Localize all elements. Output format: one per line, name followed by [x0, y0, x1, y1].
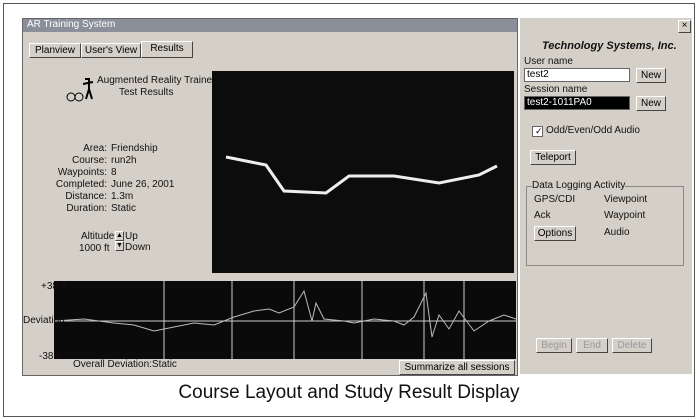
field-label: Completed:: [56, 179, 107, 190]
field-label: Waypoints:: [58, 167, 107, 178]
session-label: Session name: [524, 84, 587, 95]
field-value: 8: [111, 167, 117, 178]
options-button[interactable]: Options: [534, 226, 576, 241]
field-value: June 26, 2001: [111, 179, 174, 190]
user-label: User name: [524, 56, 573, 67]
heading: Test Results: [119, 87, 173, 98]
company: Technology Systems, Inc.: [542, 40, 677, 52]
field-value: Static: [111, 203, 136, 214]
log-item: GPS/CDI: [534, 194, 575, 205]
field-label: Duration:: [66, 203, 107, 214]
log-item: Ack: [534, 210, 551, 221]
heading: Augmented Reality Trainer: [97, 75, 215, 86]
down-label: Down: [125, 242, 151, 253]
up-label: Up: [125, 231, 138, 242]
checkbox[interactable]: ✓: [532, 126, 543, 137]
course-map: [212, 71, 514, 273]
log-item: Audio: [604, 227, 630, 238]
window-title: AR Training System: [27, 19, 115, 30]
field-label: Course:: [72, 155, 107, 166]
deviation-plot: [54, 281, 516, 359]
tab[interactable]: Results: [141, 41, 193, 58]
caption: Course Layout and Study Result Display: [4, 382, 694, 404]
end-button[interactable]: End: [576, 338, 608, 353]
summarize-button[interactable]: Summarize all sessions: [399, 360, 515, 375]
tab[interactable]: User's View: [81, 43, 141, 58]
icon: [65, 75, 95, 105]
dev-top: +38 ft: [41, 281, 66, 292]
dev-bottom: -38 ft: [39, 351, 62, 362]
user-select[interactable]: test2: [524, 68, 630, 82]
spin-down[interactable]: ▼: [115, 241, 124, 251]
altitude-value: 1000 ft: [79, 243, 110, 254]
page: AR Training System Planview User's View …: [0, 0, 698, 418]
delete-button[interactable]: Delete: [612, 338, 652, 353]
title-bar: AR Training System: [23, 19, 517, 32]
main-window: AR Training System Planview User's View …: [22, 18, 518, 376]
field-label: Area:: [83, 143, 107, 154]
logging-title: Data Logging Activity: [532, 180, 625, 191]
close-button[interactable]: ×: [678, 20, 691, 33]
new-session[interactable]: New: [636, 96, 666, 111]
field-value: Friendship: [111, 143, 158, 154]
overall-deviation: Overall Deviation:Static: [73, 359, 177, 370]
field-value: run2h: [111, 155, 137, 166]
spin-up[interactable]: ▲: [115, 231, 124, 241]
audio-option: Odd/Even/Odd Audio: [546, 125, 640, 136]
altitude-label: Altitude: [81, 231, 114, 242]
session-select[interactable]: test2-1011PA0: [524, 96, 630, 110]
tab[interactable]: Planview: [29, 43, 81, 58]
field-label: Distance:: [65, 191, 107, 202]
side-panel: × Technology Systems, Inc. User name tes…: [520, 18, 692, 374]
log-item: Viewpoint: [604, 194, 647, 205]
teleport-button[interactable]: Teleport: [530, 150, 576, 165]
field-value: 1.3m: [111, 191, 133, 202]
begin-button[interactable]: Begin: [536, 338, 572, 353]
dev-label: Deviation: [23, 315, 65, 326]
log-item: Waypoint: [604, 210, 645, 221]
new-user[interactable]: New: [636, 68, 666, 83]
frame: AR Training System Planview User's View …: [3, 3, 695, 417]
